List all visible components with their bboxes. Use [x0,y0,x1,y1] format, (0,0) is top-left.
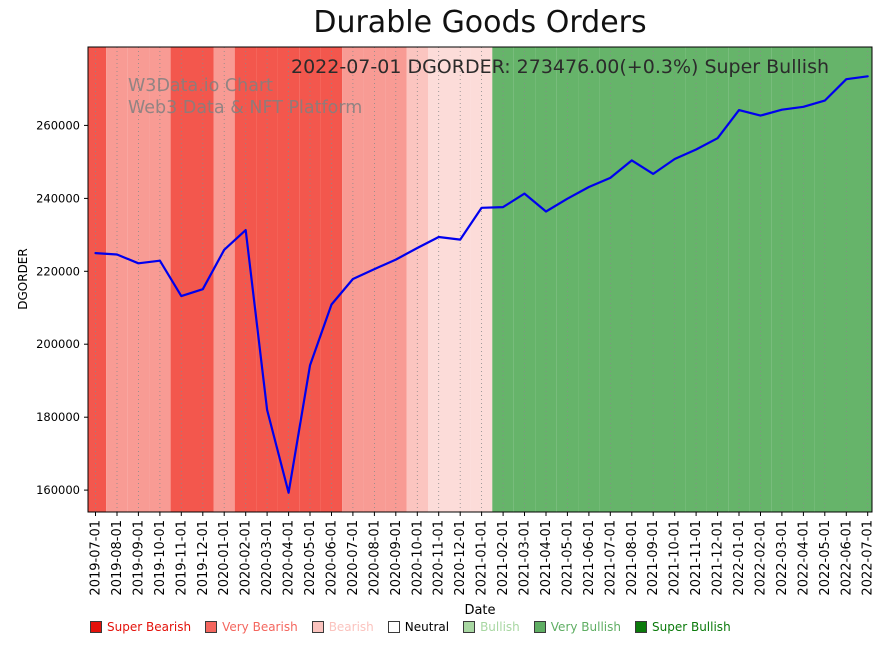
x-tick-label: 2021-07-01 [603,520,618,596]
x-tick-label: 2022-01-01 [732,520,747,596]
x-tick-label: 2021-06-01 [582,520,597,596]
x-tick-label: 2020-12-01 [453,520,468,596]
legend-label: Bullish [480,620,520,634]
x-tick-label: 2021-02-01 [496,520,511,596]
x-tick-label: 2020-11-01 [432,520,447,596]
x-tick-label: 2021-11-01 [689,520,704,596]
x-tick-label: 2020-08-01 [367,520,382,596]
y-tick-label: 180000 [36,410,80,424]
legend-swatch [205,621,218,633]
legend-swatch [635,621,647,633]
x-tick-label: 2021-04-01 [539,520,554,596]
x-tick-label: 2022-02-01 [754,520,769,596]
legend-label: Super Bullish [652,620,731,634]
watermark-line-1: W3Data.io Chart [128,76,274,96]
x-tick-label: 2022-04-01 [796,520,811,596]
x-tick-label: 2022-05-01 [818,520,833,596]
x-tick-label: 2021-08-01 [625,520,640,596]
dgorder-line [94,75,869,494]
plot-frame [87,46,873,513]
sentiment-band [857,47,872,512]
watermark-line-2: Web3 Data & NFT Platform [128,98,363,118]
y-tick-label: 240000 [36,191,80,205]
legend-label: Neutral [404,620,450,634]
legend-item-bearish: Bearish [311,620,374,634]
legend-swatch [90,621,102,633]
y-tick-label: 260000 [36,118,80,132]
legend-item-super-bullish: Super Bullish [635,620,731,634]
watermark: W3Data.io Chart Web3 Data & NFT Platform [128,75,362,119]
y-axis-label: DGORDER [16,248,30,310]
x-tick-label: 2021-12-01 [711,520,726,596]
y-tick-label: 160000 [36,483,80,497]
legend-swatch [533,621,546,633]
x-tick-label: 2022-03-01 [775,520,790,596]
x-tick-label: 2019-07-01 [89,520,104,596]
legend-swatch [311,621,324,633]
x-tick-label: 2020-01-01 [217,520,232,596]
legend-label: Bearish [328,620,374,634]
x-tick-label: 2019-09-01 [131,520,146,596]
x-tick-label: 2019-12-01 [196,520,211,596]
x-tick-label: 2020-06-01 [325,520,340,596]
x-tick-label: 2021-03-01 [518,520,533,596]
x-tick-label: 2021-05-01 [560,520,575,596]
legend-item-bullish: Bullish [463,620,520,634]
legend-item-very-bullish: Very Bullish [533,620,621,634]
last-point-annotation: 2022-07-01 DGORDER: 273476.00(+0.3%) Sup… [290,56,830,78]
x-tick-label: 2021-10-01 [668,520,683,596]
y-tick-label: 220000 [36,264,80,278]
x-tick-label: 2019-11-01 [174,520,189,596]
legend-item-super-bearish: Super Bearish [90,620,191,634]
x-tick-label: 2020-10-01 [410,520,425,596]
legend-swatch [387,621,400,633]
x-tick-label: 2019-08-01 [110,520,125,596]
x-tick-label: 2020-05-01 [303,520,318,596]
x-tick-label: 2020-03-01 [260,520,275,596]
legend-label: Very Bullish [550,620,621,634]
x-tick-label: 2022-06-01 [839,520,854,596]
legend-swatch [463,621,476,633]
chart-title: Durable Goods Orders [313,5,647,40]
x-tick-label: 2020-02-01 [239,520,254,596]
x-tick-label: 2020-04-01 [282,520,297,596]
x-tick-label: 2020-09-01 [389,520,404,596]
legend-label: Very Bearish [222,620,298,634]
legend-label: Super Bearish [107,620,192,634]
x-tick-label: 2021-09-01 [646,520,661,596]
legend-item-very-bearish: Very Bearish [205,620,298,634]
sentiment-legend: Super Bearish Very Bearish Bearish Neutral B… [90,620,731,634]
x-axis-label: Date [464,603,496,618]
x-tick-label: 2019-10-01 [153,520,168,596]
x-tick-label: 2022-07-01 [861,520,876,596]
y-tick-label: 200000 [36,337,80,351]
sentiment-band [88,47,107,512]
x-tick-label: 2021-01-01 [475,520,490,596]
legend-item-neutral: Neutral [387,620,450,634]
x-tick-label: 2020-07-01 [346,520,361,596]
